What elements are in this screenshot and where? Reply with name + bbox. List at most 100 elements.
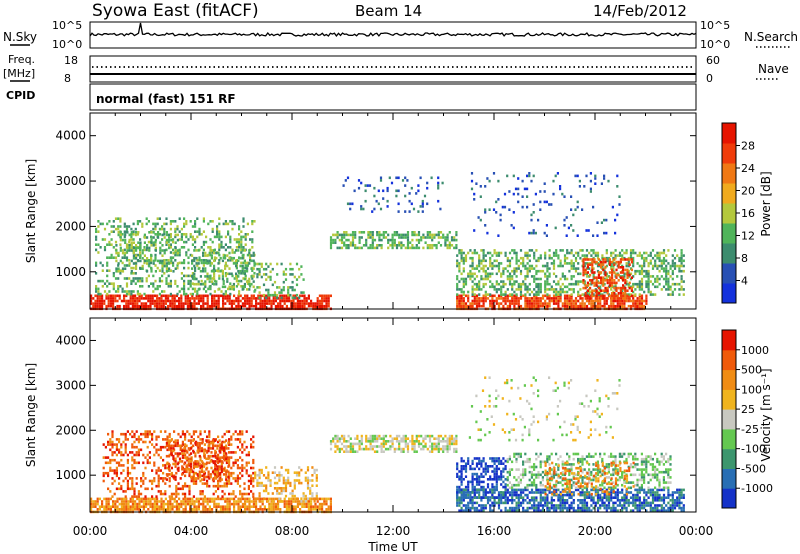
velocity-cell <box>146 458 149 462</box>
power-cell <box>512 192 515 196</box>
velocity-cell <box>241 458 244 462</box>
power-cell <box>180 235 183 239</box>
power-cell <box>224 248 227 252</box>
power-cell <box>517 299 520 303</box>
velocity-cell <box>239 430 242 433</box>
velocity-cell <box>285 508 288 511</box>
velocity-cell <box>164 430 167 433</box>
velocity-cell <box>250 466 253 470</box>
power-cell <box>185 251 188 254</box>
power-cell <box>497 262 501 265</box>
power-cell <box>464 280 468 283</box>
power-cell <box>622 292 625 295</box>
velocity-cell <box>158 505 161 508</box>
power-cell <box>626 289 629 292</box>
power-cell <box>351 241 355 244</box>
power-cell <box>278 286 281 289</box>
power-cell <box>437 176 440 180</box>
power-cell <box>250 304 253 308</box>
power-cell <box>577 272 580 276</box>
power-cell <box>148 262 151 265</box>
velocity-cell <box>123 500 126 503</box>
power-cell <box>347 238 350 242</box>
velocity-cell <box>133 432 136 436</box>
power-cell <box>439 207 442 211</box>
power-cell <box>222 304 225 308</box>
velocity-cell <box>155 438 158 441</box>
power-cell <box>582 279 585 282</box>
power-cell <box>480 267 483 270</box>
power-cell <box>591 263 594 266</box>
power-cell <box>351 231 355 234</box>
velocity-cell <box>165 441 168 445</box>
power-cell <box>426 236 429 239</box>
power-cell <box>251 240 254 244</box>
velocity-cell <box>137 490 140 493</box>
power-cell <box>634 299 637 303</box>
velocity-cell <box>194 441 197 445</box>
power-cell <box>623 251 626 255</box>
power-cell <box>460 259 463 263</box>
velocity-cell <box>217 461 220 465</box>
velocity-cell <box>198 475 201 479</box>
power-cell <box>439 231 443 234</box>
velocity-cell <box>176 467 179 471</box>
power-cell <box>171 294 174 298</box>
power-cell <box>643 290 646 294</box>
power-cell <box>210 256 213 260</box>
power-cell <box>636 269 639 273</box>
power-cell <box>218 248 221 252</box>
power-cell <box>210 262 213 265</box>
velocity-cell <box>174 478 177 481</box>
power-cell <box>607 179 610 183</box>
power-cell <box>640 299 644 303</box>
velocity-cell <box>134 500 137 503</box>
velocity-cell <box>223 484 226 488</box>
velocity-cell <box>127 502 130 506</box>
power-cell <box>209 248 212 252</box>
power-cell <box>160 297 163 300</box>
power-cell <box>658 264 661 268</box>
power-cell <box>95 285 98 288</box>
power-cell <box>480 299 483 303</box>
velocity-cell <box>178 460 182 463</box>
power-cell <box>272 302 275 305</box>
velocity-cell <box>243 492 246 496</box>
power-cell <box>647 264 650 268</box>
power-cell <box>588 293 591 296</box>
power-cell <box>605 264 608 268</box>
power-cell <box>530 297 534 300</box>
power-cell <box>654 254 657 257</box>
power-cell <box>426 246 429 250</box>
power-cell <box>272 299 275 303</box>
power-cell <box>458 251 461 255</box>
power-cell <box>250 282 253 286</box>
power-cell <box>110 243 113 246</box>
power-cell <box>437 236 440 239</box>
power-cell <box>139 246 142 250</box>
power-cell <box>194 240 197 244</box>
power-cell <box>287 286 290 289</box>
power-cell <box>522 282 525 286</box>
power-cell <box>616 254 619 257</box>
power-cell <box>178 261 181 265</box>
power-cell <box>623 302 626 305</box>
velocity-cell <box>206 451 209 454</box>
power-cell <box>148 264 151 268</box>
power-cell <box>541 269 545 273</box>
power-cell <box>174 220 177 223</box>
power-cell <box>497 254 501 257</box>
power-cell <box>570 208 573 211</box>
power-cell <box>456 254 459 257</box>
power-cell <box>163 236 166 239</box>
power-cell <box>207 246 210 249</box>
power-cell <box>489 293 492 296</box>
velocity-cell <box>148 456 151 459</box>
power-cell <box>139 220 142 223</box>
power-cell <box>117 254 120 257</box>
velocity-cell <box>120 464 123 467</box>
power-cell <box>470 187 474 191</box>
velocity-cell <box>248 505 251 508</box>
velocity-cell <box>157 448 160 452</box>
power-cell <box>261 304 264 308</box>
